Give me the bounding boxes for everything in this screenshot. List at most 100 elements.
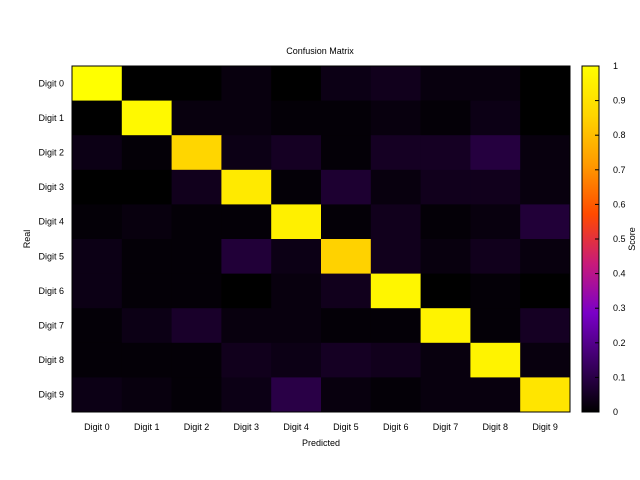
heatmap-cell: [171, 377, 222, 413]
y-tick-label: Digit 1: [38, 113, 64, 123]
heatmap-cell: [321, 342, 372, 378]
heatmap-cell: [321, 204, 372, 240]
x-tick-label: Digit 3: [234, 422, 260, 432]
heatmap-cell: [370, 377, 422, 413]
heatmap-cell: [121, 66, 173, 102]
heatmap-cell: [520, 66, 571, 102]
heatmap-cell: [520, 342, 571, 378]
heatmap-cell: [121, 308, 173, 344]
heatmap-cell: [72, 273, 123, 309]
heatmap-cell: [520, 377, 571, 413]
heatmap-cell: [370, 239, 422, 275]
heatmap-cell: [321, 239, 372, 275]
heatmap-cell: [321, 169, 372, 205]
heatmap-cell: [370, 169, 422, 205]
heatmap-cell: [370, 308, 422, 344]
heatmap-cell: [321, 100, 372, 136]
heatmap-cell: [370, 66, 422, 102]
heatmap-cell: [72, 377, 123, 413]
heatmap-cell: [470, 308, 521, 344]
heatmap-cell: [221, 135, 272, 171]
heatmap-cell: [221, 239, 272, 275]
heatmap-cells: [72, 66, 571, 413]
heatmap-cell: [520, 204, 571, 240]
colorbar-tick-label: 0.1: [613, 372, 626, 382]
heatmap-cell: [370, 273, 422, 309]
heatmap-cell: [420, 204, 471, 240]
heatmap-cell: [271, 66, 322, 102]
y-tick-label: Digit 6: [38, 286, 64, 296]
y-tick-label: Digit 7: [38, 321, 64, 331]
heatmap-cell: [470, 377, 521, 413]
heatmap-cell: [121, 100, 173, 136]
colorbar-tick-label: 0.7: [613, 165, 626, 175]
heatmap-cell: [470, 273, 521, 309]
colorbar-tick-label: 0.4: [613, 269, 626, 279]
heatmap-cell: [370, 100, 422, 136]
heatmap-cell: [221, 66, 272, 102]
heatmap-cell: [221, 377, 272, 413]
colorbar-label: Score: [627, 227, 637, 251]
x-tick-label: Digit 7: [433, 422, 459, 432]
heatmap-cell: [420, 377, 471, 413]
x-tick-label: Digit 2: [184, 422, 210, 432]
heatmap-cell: [420, 66, 471, 102]
heatmap-cell: [420, 135, 471, 171]
heatmap-cell: [171, 66, 222, 102]
x-tick-labels: Digit 0 Digit 1 Digit 2 Digit 3 Digit 4 Digit…: [84, 422, 558, 432]
heatmap-cell: [520, 308, 571, 344]
heatmap-cell: [72, 100, 123, 136]
colorbar-tick-label: 0: [613, 407, 618, 417]
x-tick-label: Digit 8: [483, 422, 509, 432]
heatmap-cell: [470, 342, 521, 378]
colorbar-tick-label: 0.3: [613, 303, 626, 313]
heatmap-cell: [420, 100, 471, 136]
heatmap-cell: [470, 66, 521, 102]
heatmap-cell: [470, 135, 521, 171]
colorbar-tick-label: 0.9: [613, 96, 626, 106]
x-tick-label: Digit 1: [134, 422, 160, 432]
heatmap-cell: [321, 273, 372, 309]
heatmap-cell: [221, 273, 272, 309]
heatmap-cell: [121, 273, 173, 309]
heatmap-cell: [420, 308, 471, 344]
heatmap-cell: [321, 66, 372, 102]
y-tick-label: Digit 5: [38, 251, 64, 261]
heatmap-cell: [72, 204, 123, 240]
y-tick-label: Digit 0: [38, 78, 64, 88]
heatmap-cell: [221, 100, 272, 136]
heatmap-cell: [370, 135, 422, 171]
heatmap-cell: [271, 308, 322, 344]
heatmap-cell: [420, 239, 471, 275]
heatmap-cell: [271, 135, 322, 171]
heatmap-cell: [470, 169, 521, 205]
heatmap-cell: [271, 204, 322, 240]
heatmap-cell: [121, 169, 173, 205]
heatmap-cell: [271, 169, 322, 205]
y-tick-label: Digit 3: [38, 182, 64, 192]
heatmap-cell: [520, 169, 571, 205]
heatmap-cell: [420, 342, 471, 378]
heatmap-cell: [72, 66, 123, 102]
heatmap-cell: [271, 100, 322, 136]
heatmap-cell: [470, 100, 521, 136]
heatmap-cell: [420, 169, 471, 205]
heatmap-cell: [72, 135, 123, 171]
heatmap-cell: [520, 135, 571, 171]
heatmap-cell: [221, 169, 272, 205]
y-tick-label: Digit 8: [38, 355, 64, 365]
heatmap-cell: [370, 204, 422, 240]
x-tick-label: Digit 4: [283, 422, 309, 432]
heatmap-cell: [171, 239, 222, 275]
y-axis-label: Real: [22, 230, 32, 249]
x-tick-label: Digit 9: [532, 422, 558, 432]
y-tick-label: Digit 2: [38, 148, 64, 158]
heatmap-cell: [520, 239, 571, 275]
y-tick-label: Digit 9: [38, 390, 64, 400]
heatmap-cell: [72, 342, 123, 378]
colorbar-ticks: 0 0.1 0.2 0.3 0.4 0.5 0.6 0.7 0.8 0.9 1: [595, 61, 626, 417]
heatmap-cell: [221, 342, 272, 378]
heatmap-cell: [221, 204, 272, 240]
heatmap-cell: [370, 342, 422, 378]
